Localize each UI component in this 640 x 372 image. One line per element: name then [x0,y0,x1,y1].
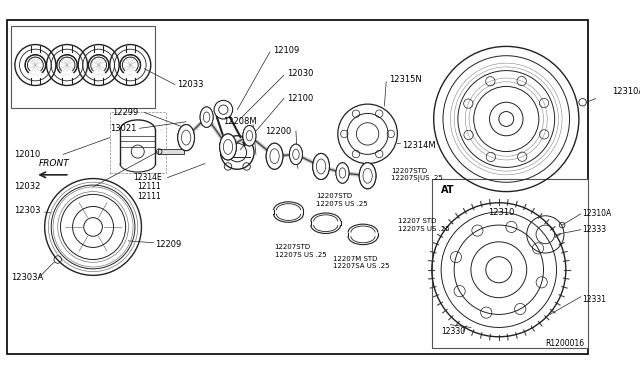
Text: 12207M STD: 12207M STD [333,256,378,262]
Text: 12303: 12303 [14,206,40,215]
Text: 12207S US .25: 12207S US .25 [398,226,450,232]
Text: 12207STD: 12207STD [316,193,353,199]
Text: 12207S|US .25: 12207S|US .25 [391,175,443,182]
Text: 12208M: 12208M [223,117,257,126]
Ellipse shape [289,144,303,164]
Ellipse shape [182,130,191,145]
Text: R1200016: R1200016 [545,339,584,348]
Text: 12111: 12111 [137,192,161,201]
Text: 12033: 12033 [177,80,204,89]
Text: FRONT: FRONT [39,159,70,168]
Text: 12315N: 12315N [389,76,422,84]
Text: 12310: 12310 [488,208,514,217]
Ellipse shape [292,149,300,160]
Ellipse shape [339,168,346,178]
Ellipse shape [270,149,279,164]
Text: 12200: 12200 [265,126,291,135]
Text: AT: AT [441,185,454,195]
Text: 12207STD: 12207STD [275,244,310,250]
Bar [158,149,184,154]
Ellipse shape [316,159,326,174]
Text: 12330: 12330 [441,327,465,336]
Text: 12207 STD: 12207 STD [398,218,436,224]
Text: 12207SA US .25: 12207SA US .25 [333,263,390,269]
Text: 12030: 12030 [287,69,313,78]
Text: 12100: 12100 [287,94,313,103]
Text: 12333: 12333 [582,225,607,234]
Ellipse shape [243,125,256,146]
Ellipse shape [246,131,253,141]
Text: 12010: 12010 [14,150,40,159]
Text: 12314M: 12314M [402,141,436,150]
Text: 12109: 12109 [273,46,299,55]
Ellipse shape [200,107,213,127]
Ellipse shape [223,140,233,154]
Bar [11,26,156,108]
Text: 12209: 12209 [156,240,182,249]
Ellipse shape [266,143,283,169]
Text: 12331: 12331 [582,295,607,304]
Bar [432,179,588,348]
Ellipse shape [363,168,372,183]
Ellipse shape [220,134,236,160]
Ellipse shape [178,125,195,151]
Text: 12111: 12111 [137,182,161,192]
Text: 12303A: 12303A [11,273,44,282]
Text: 12207S US .25: 12207S US .25 [316,201,368,207]
Ellipse shape [204,112,210,122]
Text: 12207S US .25: 12207S US .25 [275,252,326,258]
Ellipse shape [313,153,330,179]
Text: 12314E: 12314E [133,173,162,182]
Bar [110,112,166,173]
Text: 12032: 12032 [14,182,40,192]
Ellipse shape [336,163,349,183]
Text: 12310A: 12310A [582,209,612,218]
Text: 12299: 12299 [111,108,138,117]
Text: 12207STD: 12207STD [391,168,427,174]
Text: 13021: 13021 [110,124,136,133]
Ellipse shape [359,163,376,189]
Text: 12310A: 12310A [612,87,640,96]
